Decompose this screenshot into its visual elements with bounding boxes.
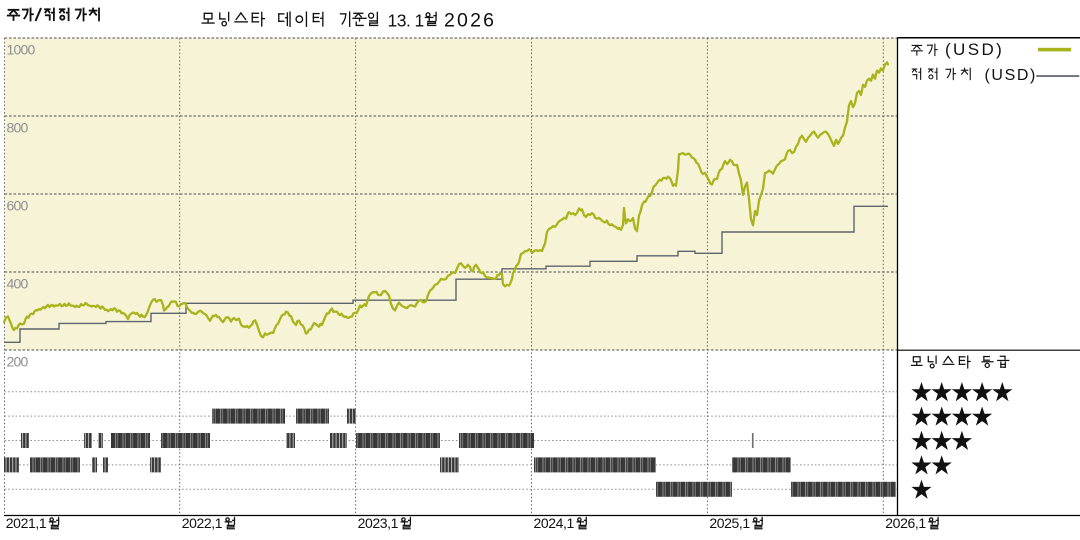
svg-text:2026,1: 2026,1 bbox=[885, 515, 926, 531]
svg-text:1: 1 bbox=[415, 11, 425, 31]
svg-text:(USD): (USD) bbox=[945, 40, 1004, 59]
svg-text:2023,1: 2023,1 bbox=[358, 515, 399, 531]
svg-text:2021,1: 2021,1 bbox=[6, 515, 47, 531]
svg-text:400: 400 bbox=[7, 276, 29, 292]
svg-text:2025,1: 2025,1 bbox=[709, 515, 750, 531]
svg-text:2022,1: 2022,1 bbox=[182, 515, 223, 531]
svg-text:200: 200 bbox=[7, 354, 29, 370]
svg-text:2026: 2026 bbox=[444, 10, 496, 32]
svg-text:600: 600 bbox=[7, 198, 29, 214]
svg-text:800: 800 bbox=[7, 120, 29, 136]
svg-text:(USD): (USD) bbox=[985, 67, 1037, 84]
svg-text:1000: 1000 bbox=[7, 42, 36, 58]
svg-text:2024,1: 2024,1 bbox=[534, 515, 575, 531]
svg-text:13.: 13. bbox=[388, 11, 411, 31]
